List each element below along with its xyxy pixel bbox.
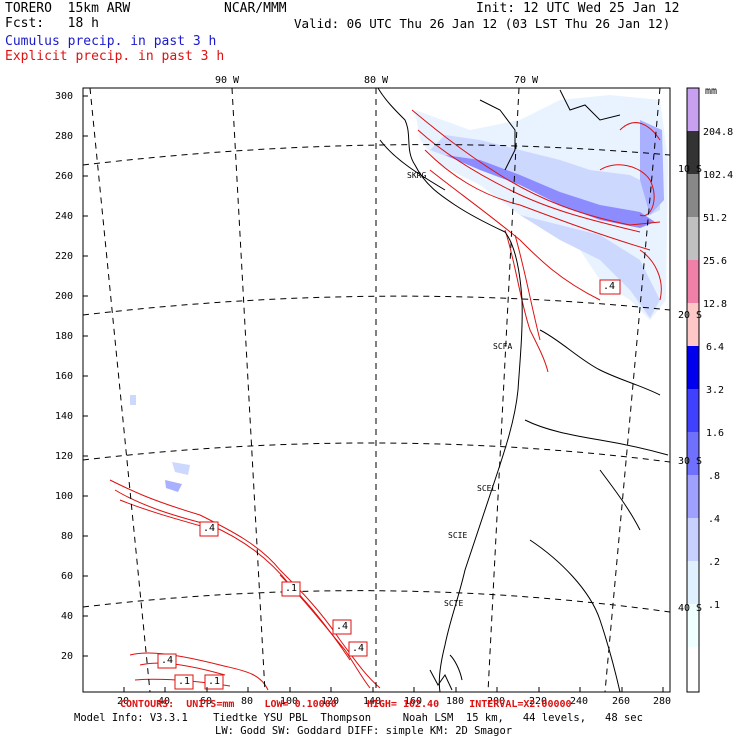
x-tick: 100 bbox=[280, 696, 299, 707]
lat-label-40s: 40 S bbox=[678, 603, 703, 614]
valid-time: Valid: 06 UTC Thu 26 Jan 12 (03 LST Thu … bbox=[294, 16, 671, 31]
y-tick: 280 bbox=[55, 131, 74, 142]
contour-label: .1 bbox=[285, 583, 298, 594]
lon-label-70w: 70 W bbox=[514, 75, 539, 86]
colorbar-label: 6.4 bbox=[706, 342, 725, 353]
y-tick: 100 bbox=[55, 491, 74, 502]
x-tick: 40 bbox=[158, 696, 171, 707]
station-label: SCEL bbox=[477, 484, 497, 493]
colorbar-unit: mm bbox=[705, 86, 718, 97]
physics-info: LW: Godd SW: Goddard DIFF: simple KM: 2D… bbox=[215, 725, 513, 737]
colorbar-label: 204.8 bbox=[703, 127, 734, 138]
coastline bbox=[377, 87, 669, 693]
colorbar-label: 12.8 bbox=[703, 299, 728, 310]
contour-label: .1 bbox=[208, 676, 221, 687]
y-tick: 220 bbox=[55, 251, 74, 262]
y-tick: 120 bbox=[55, 451, 74, 462]
init-time: Init: 12 UTC Wed 25 Jan 12 bbox=[476, 1, 680, 16]
explicit-contours bbox=[109, 109, 662, 691]
field-explicit: Explicit precip. in past 3 h bbox=[5, 49, 225, 64]
station-label: SKRG bbox=[407, 171, 427, 180]
axis-ticks bbox=[83, 95, 664, 692]
colorbar-label: 1.6 bbox=[706, 428, 725, 439]
contour-label: .4 bbox=[603, 281, 616, 292]
x-tick: 180 bbox=[446, 696, 465, 707]
station-label: SCFA bbox=[493, 342, 513, 351]
y-tick: 20 bbox=[61, 651, 74, 662]
lat-label-20s: 20 S bbox=[678, 310, 703, 321]
contours-info: CONTOURS: UNITS=mm LOW= 0.10000 HIGH= 10… bbox=[120, 699, 572, 710]
x-tick: 80 bbox=[241, 696, 254, 707]
lat-label-10s: 10 S bbox=[678, 164, 703, 175]
model-title: TORERO 15km ARW bbox=[5, 1, 131, 16]
contour-label: .4 bbox=[352, 643, 365, 654]
y-tick: 260 bbox=[55, 171, 74, 182]
station-label: SCTE bbox=[444, 599, 464, 608]
y-tick: 200 bbox=[55, 291, 74, 302]
y-tick: 40 bbox=[61, 611, 74, 622]
lon-label-90w: 90 W bbox=[215, 75, 240, 86]
lon-label-80w: 80 W bbox=[364, 75, 389, 86]
contour-label: .4 bbox=[161, 655, 174, 666]
colorbar-label: 102.4 bbox=[703, 170, 734, 181]
x-tick: 20 bbox=[117, 696, 130, 707]
x-tick: 260 bbox=[612, 696, 631, 707]
y-tick: 140 bbox=[55, 411, 74, 422]
y-tick: 300 bbox=[55, 91, 74, 102]
colorbar-label: 25.6 bbox=[703, 256, 728, 267]
model-info: Model Info: V3.3.1 Tiedtke YSU PBL Thomp… bbox=[74, 712, 643, 724]
y-tick: 160 bbox=[55, 371, 74, 382]
station-label: SCIE bbox=[448, 531, 468, 540]
x-tick: 140 bbox=[363, 696, 382, 707]
contour-label-boxes bbox=[157, 279, 621, 690]
forecast-hour: Fcst: 18 h bbox=[5, 16, 99, 31]
colorbar-label: .1 bbox=[708, 600, 721, 611]
colorbar-label: .2 bbox=[708, 557, 721, 568]
x-tick: 280 bbox=[653, 696, 672, 707]
colorbar-label: .8 bbox=[708, 471, 721, 482]
y-tick: 80 bbox=[61, 531, 74, 542]
field-cumulus: Cumulus precip. in past 3 h bbox=[5, 34, 217, 49]
colorbar-label: 51.2 bbox=[703, 213, 728, 224]
contour-label: .4 bbox=[203, 523, 216, 534]
contour-label: .1 bbox=[178, 676, 191, 687]
lat-label-30s: 30 S bbox=[678, 456, 703, 467]
x-tick: 60 bbox=[200, 696, 213, 707]
x-tick: 120 bbox=[321, 696, 340, 707]
colorbar-label: .4 bbox=[708, 514, 721, 525]
center-name: NCAR/MMM bbox=[224, 1, 287, 16]
x-tick: 200 bbox=[487, 696, 506, 707]
x-tick: 220 bbox=[529, 696, 548, 707]
y-tick: 180 bbox=[55, 331, 74, 342]
y-tick: 60 bbox=[61, 571, 74, 582]
colorbar-label: 3.2 bbox=[706, 385, 725, 396]
graticule bbox=[82, 87, 671, 693]
x-tick: 240 bbox=[570, 696, 589, 707]
y-tick: 240 bbox=[55, 211, 74, 222]
x-tick: 160 bbox=[404, 696, 423, 707]
colorbar bbox=[686, 87, 700, 693]
contour-label: .4 bbox=[336, 621, 349, 632]
